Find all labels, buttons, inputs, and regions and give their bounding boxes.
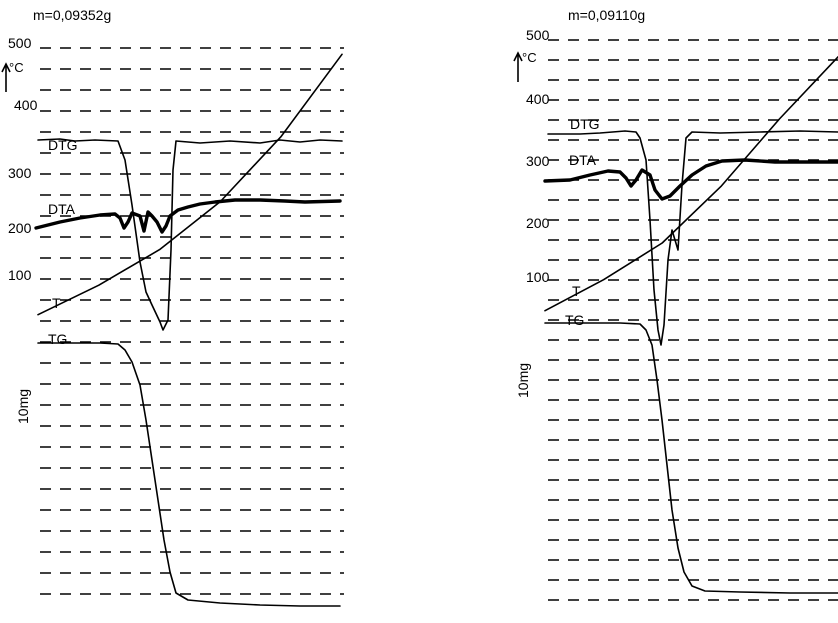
right-label-dtg: DTG bbox=[570, 116, 600, 132]
right-mass-scale: 10mg bbox=[515, 363, 531, 398]
right-sample-mass: m=0,09110g bbox=[568, 7, 645, 23]
left-tick-500: 500 bbox=[8, 35, 32, 51]
left-tick-400: 400 bbox=[14, 97, 38, 113]
left-mass-scale: 10mg bbox=[15, 389, 31, 424]
right-label-t: T bbox=[572, 283, 581, 299]
right-tick-400: 400 bbox=[526, 91, 550, 107]
right-unit-label: °C bbox=[522, 50, 537, 65]
right-tick-100: 100 bbox=[526, 269, 550, 285]
left-sample-mass: m=0,09352g bbox=[33, 7, 111, 23]
right-tick-500: 500 bbox=[526, 27, 550, 43]
left-tick-200: 200 bbox=[8, 220, 32, 236]
right-dta-curve bbox=[543, 158, 838, 201]
left-tick-300: 300 bbox=[8, 165, 32, 181]
left-label-t: T bbox=[52, 295, 61, 311]
left-label-dta: DTA bbox=[48, 201, 76, 217]
left-grid bbox=[40, 47, 344, 595]
right-grid bbox=[548, 39, 838, 601]
left-t-curve bbox=[37, 53, 343, 316]
left-dta-curve bbox=[34, 198, 342, 234]
right-tick-200: 200 bbox=[526, 215, 550, 231]
right-panel: m=0,09110g 500 400 300 200 100 °C 10mg D… bbox=[513, 7, 838, 601]
left-unit-label: °C bbox=[9, 60, 24, 75]
left-tg-curve bbox=[37, 342, 341, 607]
right-tg-curve bbox=[544, 322, 838, 594]
left-axis-arrow-icon bbox=[1, 62, 11, 92]
left-label-tg: TG bbox=[48, 331, 67, 347]
left-dtg-curve bbox=[37, 138, 343, 331]
right-dtg-curve bbox=[547, 130, 838, 346]
right-t-curve bbox=[544, 56, 838, 312]
right-axis-arrow-icon bbox=[513, 51, 523, 82]
right-label-dta: DTA bbox=[569, 152, 597, 168]
right-tick-300: 300 bbox=[526, 153, 550, 169]
left-tick-100: 100 bbox=[8, 267, 32, 283]
left-panel: m=0,09352g 500 400 300 200 100 °C 10mg D… bbox=[1, 7, 344, 607]
right-label-tg: TG bbox=[565, 312, 584, 328]
